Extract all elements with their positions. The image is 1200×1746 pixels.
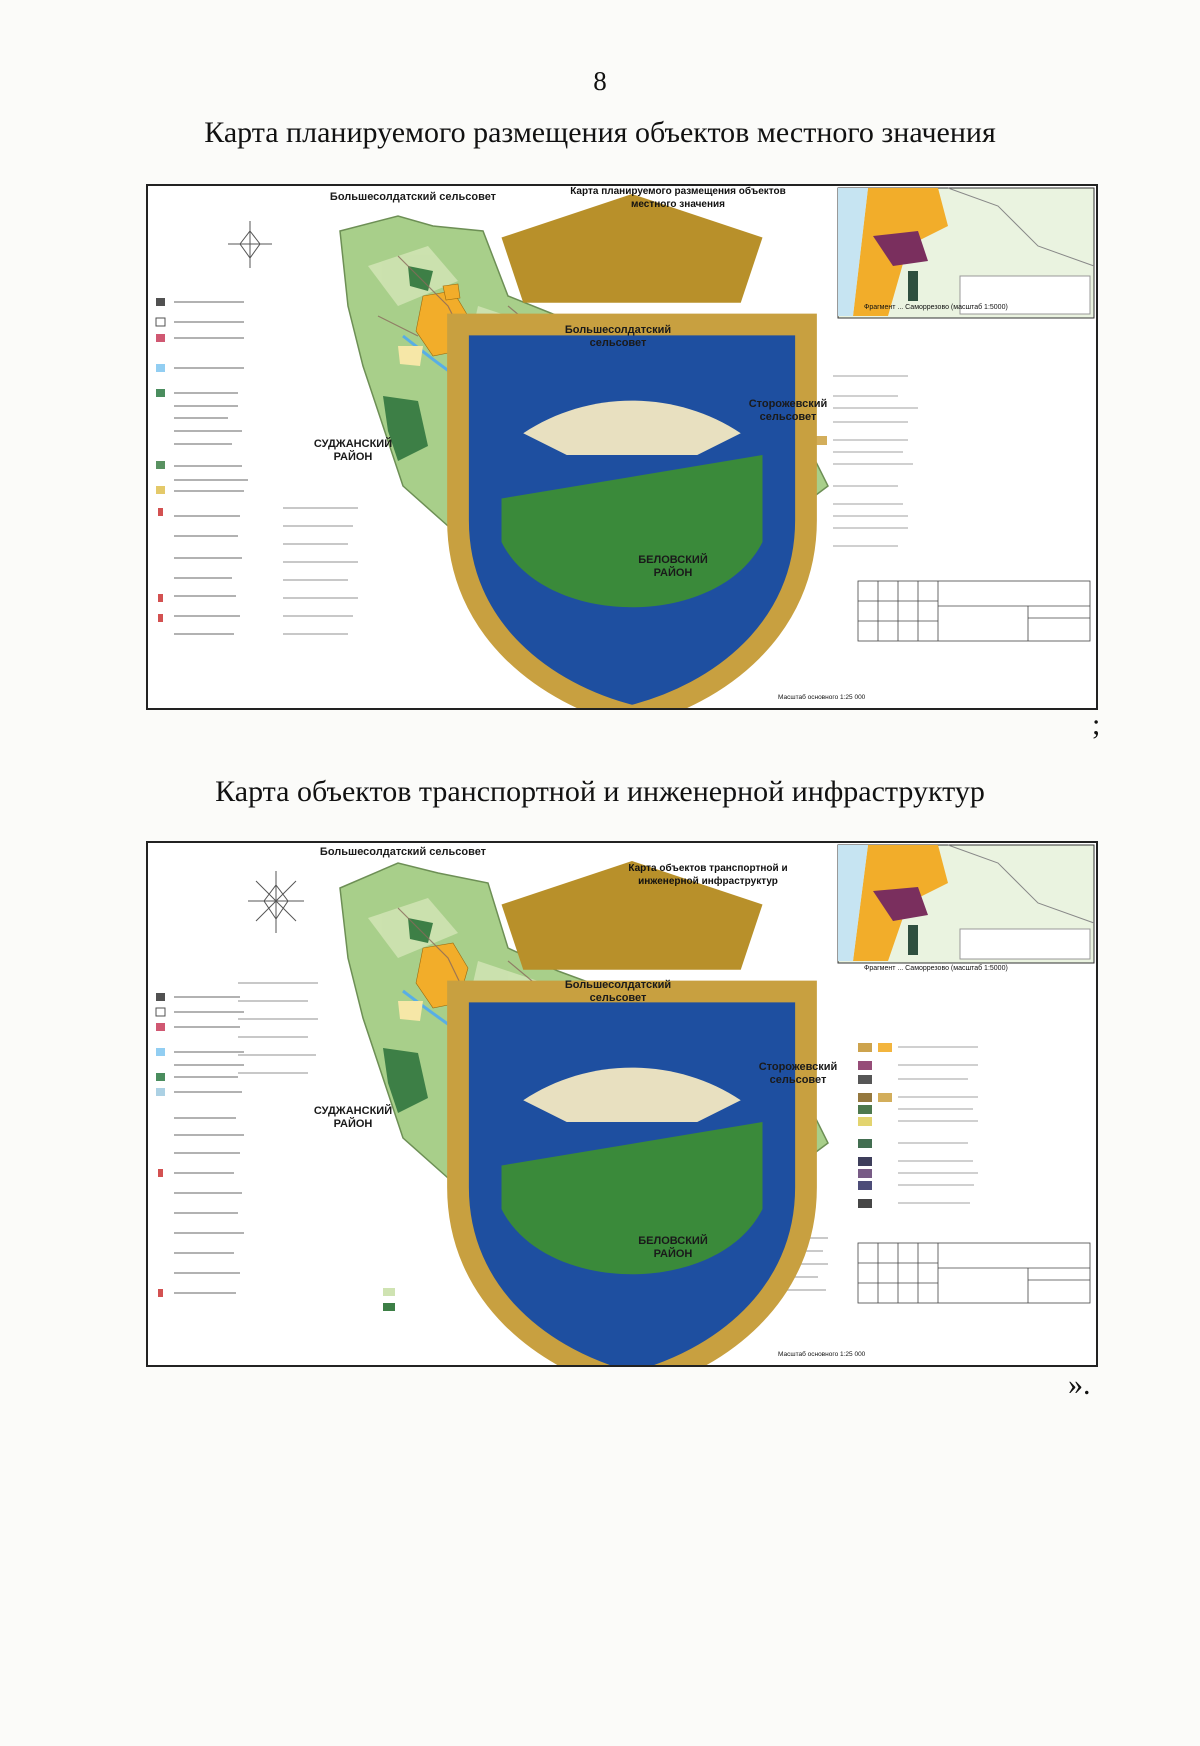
label-north-selsovet: Большесолдатский сельсовет bbox=[319, 846, 487, 858]
trailing-semicolon: ; bbox=[1092, 708, 1101, 741]
label-belovsky: БЕЛОВСКИЙ РАЙОН bbox=[638, 1235, 708, 1260]
inset-caption: Фрагмент ... Саморрезово (масштаб 1:5000… bbox=[864, 965, 1008, 972]
compass-icon bbox=[228, 221, 272, 268]
map-figure-infrastructure: Карта объектов транспортной и инженерной… bbox=[146, 841, 1098, 1367]
legend-left bbox=[155, 298, 358, 635]
label-sudzhansky: СУДЖАНСКИЙ РАЙОН bbox=[313, 438, 393, 463]
trailing-closing-quote: ». bbox=[1068, 1368, 1091, 1401]
legend-left bbox=[155, 982, 318, 1297]
label-storozhevsky: Сторожевский сельсовет bbox=[748, 398, 828, 423]
title-block bbox=[857, 1242, 1091, 1304]
scale-caption: Масштаб основного 1:25 000 bbox=[778, 1351, 866, 1358]
legend-right bbox=[858, 1043, 978, 1208]
label-east-selsovet: Большесолдатский сельсовет bbox=[564, 324, 672, 349]
label-belovsky: БЕЛОВСКИЙ РАЙОН bbox=[638, 554, 708, 579]
label-sudzhansky: СУДЖАНСКИЙ РАЙОН bbox=[313, 1105, 393, 1130]
label-north-selsovet: Большесолдатский сельсовет bbox=[329, 191, 497, 203]
label-storozhevsky: Сторожевский сельсовет bbox=[758, 1061, 838, 1086]
coat-of-arms-emblem bbox=[158, 861, 817, 1365]
page-number: 8 bbox=[593, 66, 607, 96]
map-2-inner-title: Карта объектов транспортной и инженерной… bbox=[628, 863, 788, 887]
map-figure-local-objects: Карта планируемого размещения объектов м… bbox=[146, 184, 1098, 710]
map-1-inner-title: Карта планируемого размещения объектов м… bbox=[570, 186, 786, 210]
label-east-selsovet: Большесолдатский сельсовет bbox=[564, 979, 672, 1004]
title-block bbox=[857, 580, 1091, 642]
inset-caption: Фрагмент ... Саморрезово (масштаб 1:5000… bbox=[864, 304, 1008, 311]
coat-of-arms-emblem bbox=[158, 194, 817, 708]
scale-caption: Масштаб основного 1:25 000 bbox=[778, 694, 866, 701]
compass-icon bbox=[248, 871, 304, 933]
map-heading-1: Карта планируемого размещения объектов м… bbox=[204, 116, 996, 149]
map-inset bbox=[837, 187, 1095, 319]
map-heading-2: Карта объектов транспортной и инженерной… bbox=[215, 775, 985, 808]
map-inset bbox=[837, 844, 1095, 964]
